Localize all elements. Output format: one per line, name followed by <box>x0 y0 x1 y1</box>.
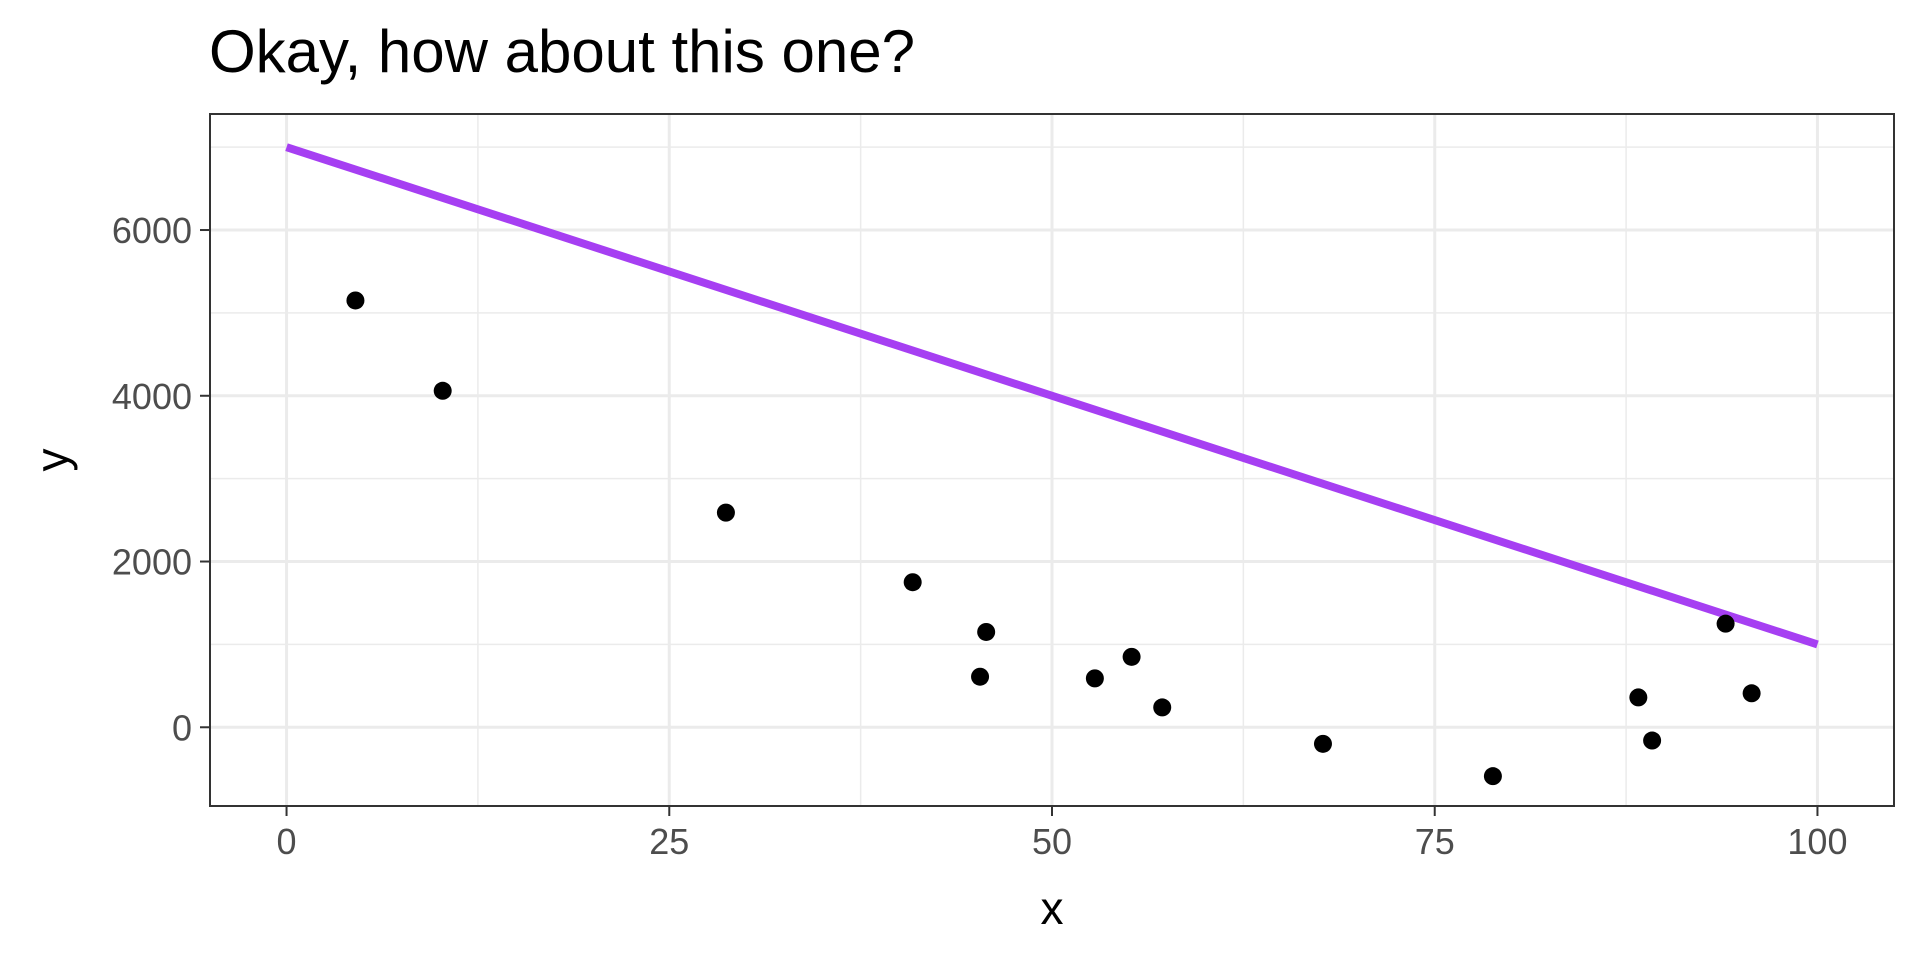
y-axis: 0 2000 4000 6000 <box>112 210 210 748</box>
y-tick-label: 0 <box>172 707 192 748</box>
chart-title: Okay, how about this one? <box>209 18 915 85</box>
data-point <box>346 291 365 310</box>
data-point <box>903 573 922 592</box>
x-tick-label: 25 <box>649 821 689 862</box>
data-point <box>433 381 452 400</box>
y-tick-label: 2000 <box>112 542 192 583</box>
data-point <box>1742 684 1761 703</box>
data-point <box>1122 647 1141 666</box>
x-tick-label: 50 <box>1032 821 1072 862</box>
data-point <box>1629 688 1648 707</box>
line-layer <box>285 143 1819 649</box>
y-axis-title: y <box>26 449 78 472</box>
data-point <box>1313 734 1332 753</box>
x-axis-title: x <box>1041 882 1064 934</box>
points-layer <box>346 291 1761 786</box>
data-point <box>977 622 996 641</box>
data-point <box>1716 614 1735 633</box>
x-tick-label: 75 <box>1415 821 1455 862</box>
x-tick-label: 0 <box>277 821 297 862</box>
x-tick-label: 100 <box>1787 821 1847 862</box>
reference-line <box>285 143 1819 649</box>
data-point <box>716 503 735 522</box>
data-point <box>971 667 990 686</box>
data-point <box>1153 698 1172 717</box>
y-tick-label: 6000 <box>112 210 192 251</box>
x-axis: 0 25 50 75 100 <box>277 806 1847 862</box>
data-point <box>1643 731 1662 750</box>
y-tick-label: 4000 <box>112 376 192 417</box>
data-point <box>1085 669 1104 688</box>
data-point <box>1483 767 1502 786</box>
major-gridlines <box>210 114 1894 806</box>
